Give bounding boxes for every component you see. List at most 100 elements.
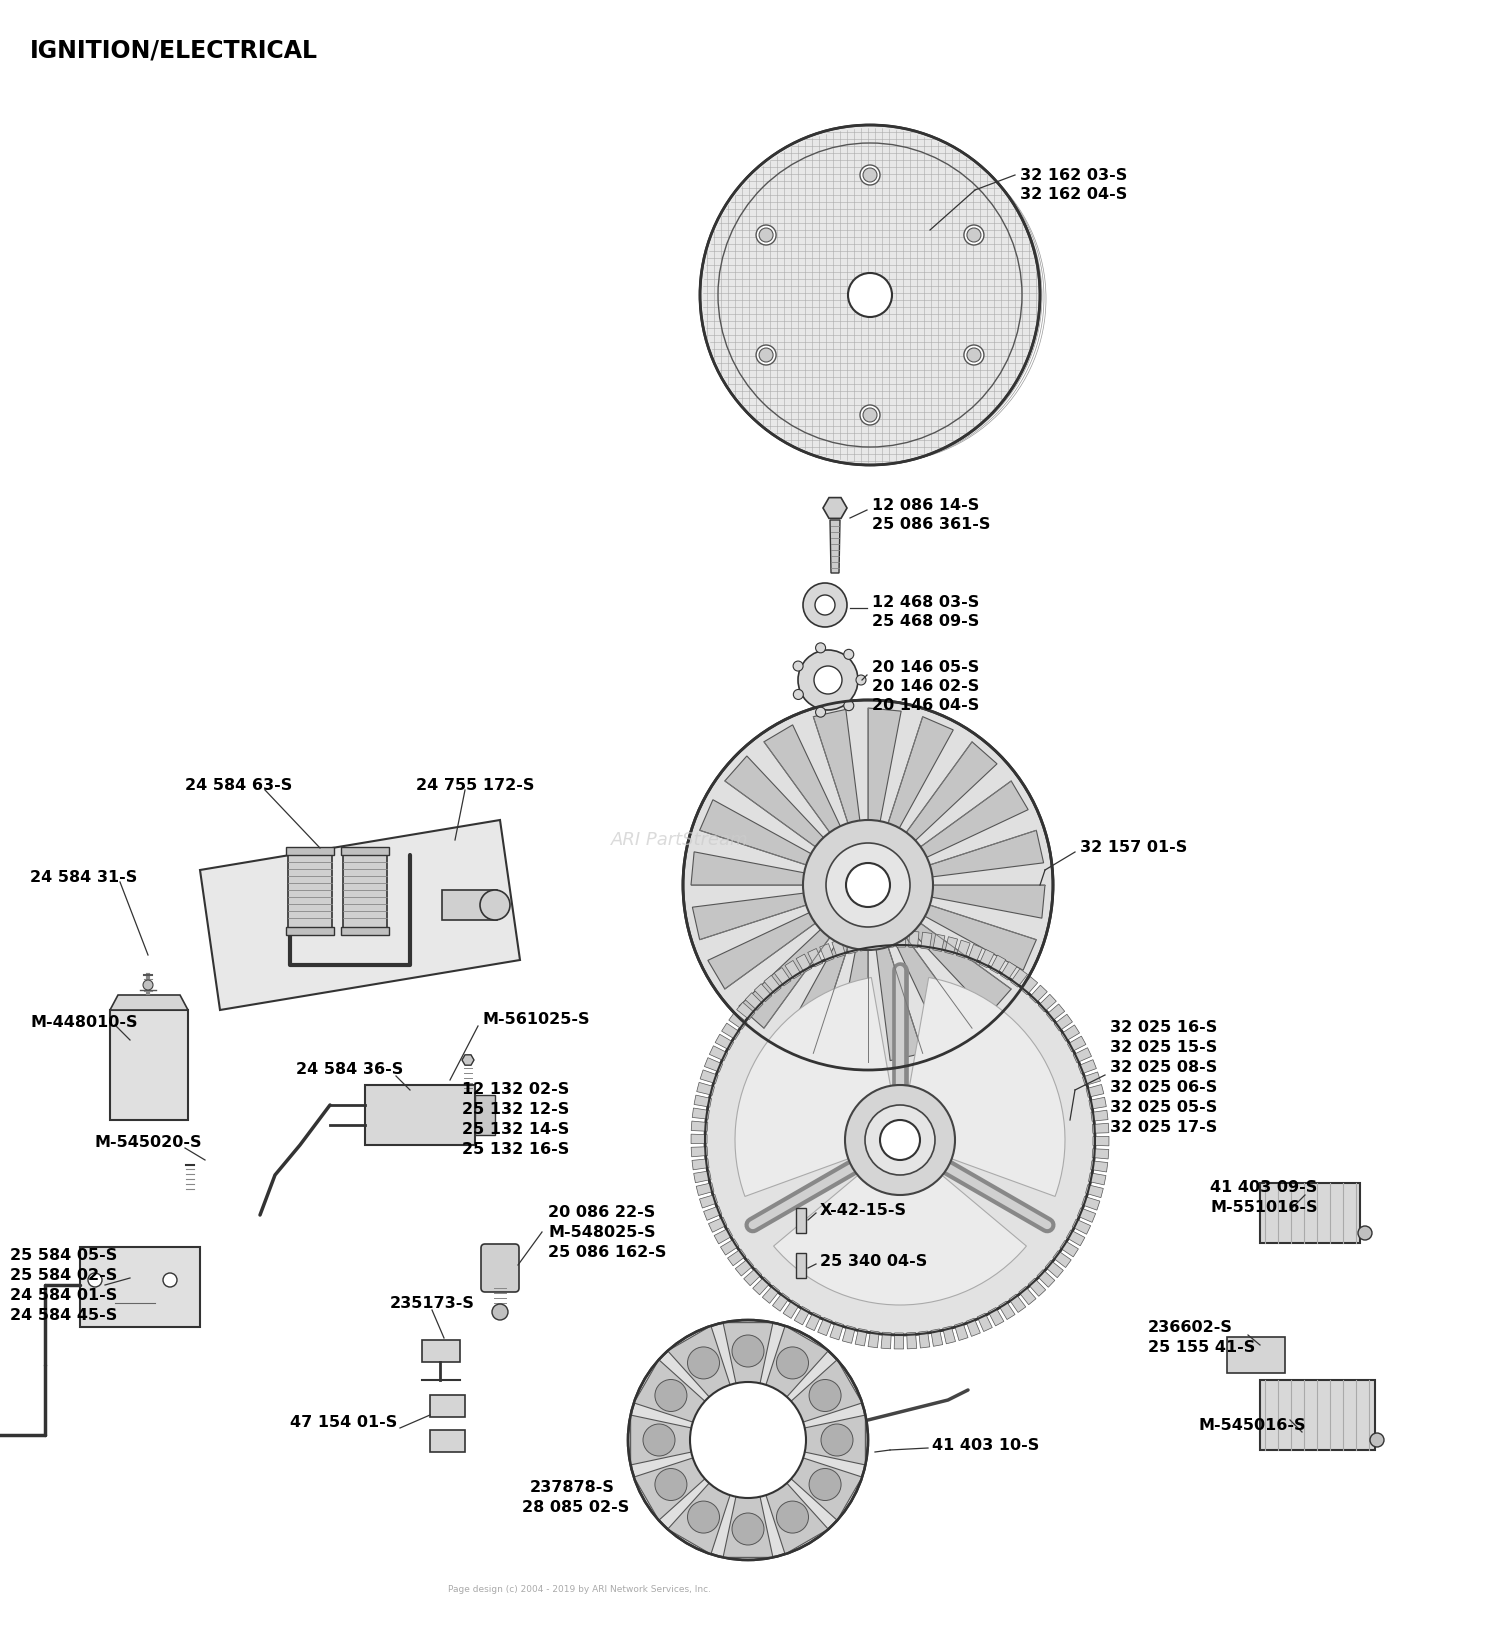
Circle shape <box>802 583 847 627</box>
Text: 20 146 05-S: 20 146 05-S <box>871 660 980 675</box>
Circle shape <box>794 690 804 699</box>
Text: 12 132 02-S: 12 132 02-S <box>462 1082 570 1096</box>
Circle shape <box>862 408 877 422</box>
Polygon shape <box>704 1206 722 1221</box>
Text: 24 584 31-S: 24 584 31-S <box>30 869 138 886</box>
Circle shape <box>705 944 1095 1335</box>
Bar <box>430 1430 465 1453</box>
Text: 24 584 01-S: 24 584 01-S <box>10 1288 117 1302</box>
Polygon shape <box>774 967 790 985</box>
Polygon shape <box>696 1183 714 1196</box>
Circle shape <box>794 662 802 672</box>
Bar <box>430 1395 465 1417</box>
FancyBboxPatch shape <box>482 1243 519 1292</box>
Text: 32 025 06-S: 32 025 06-S <box>1110 1080 1218 1095</box>
Circle shape <box>644 1423 675 1456</box>
Circle shape <box>865 1105 934 1175</box>
Bar <box>364 1085 476 1145</box>
Polygon shape <box>884 931 894 948</box>
Polygon shape <box>692 1159 709 1170</box>
Polygon shape <box>110 995 188 1010</box>
Polygon shape <box>921 933 932 949</box>
Text: 12 468 03-S: 12 468 03-S <box>871 595 980 609</box>
Bar <box>288 850 332 930</box>
Polygon shape <box>735 1258 753 1276</box>
Polygon shape <box>1092 1149 1108 1159</box>
Polygon shape <box>694 1095 711 1108</box>
Wedge shape <box>909 977 1065 1196</box>
Polygon shape <box>921 781 1028 858</box>
Polygon shape <box>699 1194 717 1208</box>
Polygon shape <box>920 1332 930 1348</box>
Polygon shape <box>932 886 1046 918</box>
Text: 41 403 09-S: 41 403 09-S <box>1210 1180 1317 1194</box>
Circle shape <box>756 345 776 364</box>
Text: Page design (c) 2004 - 2019 by ARI Network Services, Inc.: Page design (c) 2004 - 2019 by ARI Netwo… <box>448 1585 711 1595</box>
Circle shape <box>1358 1226 1372 1240</box>
Polygon shape <box>855 1328 867 1346</box>
Polygon shape <box>968 944 982 962</box>
Bar <box>796 1253 806 1278</box>
Polygon shape <box>1028 1278 1045 1296</box>
Polygon shape <box>888 717 954 828</box>
Text: M-545016-S: M-545016-S <box>1198 1418 1305 1433</box>
Polygon shape <box>762 1286 780 1304</box>
Polygon shape <box>723 1322 772 1384</box>
Bar <box>286 846 334 855</box>
Polygon shape <box>1068 1036 1086 1052</box>
Text: 32 025 15-S: 32 025 15-S <box>1110 1039 1218 1056</box>
Polygon shape <box>1077 1208 1095 1222</box>
Polygon shape <box>1036 1270 1054 1288</box>
Polygon shape <box>790 1458 862 1520</box>
Polygon shape <box>912 923 1011 1015</box>
Polygon shape <box>1029 985 1047 1003</box>
Bar <box>110 1010 188 1119</box>
Text: 25 584 05-S: 25 584 05-S <box>10 1248 117 1263</box>
Polygon shape <box>764 975 782 993</box>
Circle shape <box>492 1304 508 1320</box>
Wedge shape <box>735 977 891 1196</box>
Polygon shape <box>954 1322 968 1340</box>
Polygon shape <box>753 1276 771 1294</box>
Polygon shape <box>990 956 1006 974</box>
Polygon shape <box>830 1322 843 1340</box>
Polygon shape <box>1083 1072 1101 1085</box>
Text: 20 086 22-S: 20 086 22-S <box>548 1204 656 1221</box>
Polygon shape <box>906 1332 916 1350</box>
Polygon shape <box>1086 1185 1104 1198</box>
Circle shape <box>856 675 865 685</box>
Circle shape <box>777 1346 808 1379</box>
Polygon shape <box>634 1359 705 1422</box>
Circle shape <box>816 642 825 654</box>
Polygon shape <box>978 1314 993 1332</box>
Circle shape <box>827 843 910 926</box>
Text: M-548025-S: M-548025-S <box>548 1226 656 1240</box>
Polygon shape <box>819 943 834 962</box>
Text: 235173-S: 235173-S <box>390 1296 476 1310</box>
Polygon shape <box>1089 1098 1107 1109</box>
Text: 32 025 16-S: 32 025 16-S <box>1110 1020 1218 1034</box>
Polygon shape <box>966 1319 981 1337</box>
Circle shape <box>690 1382 806 1498</box>
Circle shape <box>880 1119 920 1160</box>
Text: 20 146 04-S: 20 146 04-S <box>871 698 980 712</box>
Polygon shape <box>1089 1173 1106 1185</box>
Polygon shape <box>870 931 880 949</box>
Text: 24 584 63-S: 24 584 63-S <box>184 778 292 792</box>
Polygon shape <box>700 1070 718 1083</box>
Circle shape <box>759 348 772 363</box>
Polygon shape <box>710 1046 728 1060</box>
Polygon shape <box>668 1325 730 1397</box>
Circle shape <box>847 273 892 317</box>
Polygon shape <box>804 1415 865 1466</box>
Circle shape <box>687 1346 720 1379</box>
Polygon shape <box>1090 1109 1108 1121</box>
Circle shape <box>480 891 510 920</box>
Bar <box>340 926 388 935</box>
Polygon shape <box>868 708 901 822</box>
Text: 25 468 09-S: 25 468 09-S <box>871 614 980 629</box>
Polygon shape <box>897 931 906 948</box>
Text: 12 086 14-S: 12 086 14-S <box>871 498 980 513</box>
Polygon shape <box>894 1333 903 1350</box>
Text: 24 584 36-S: 24 584 36-S <box>296 1062 404 1077</box>
